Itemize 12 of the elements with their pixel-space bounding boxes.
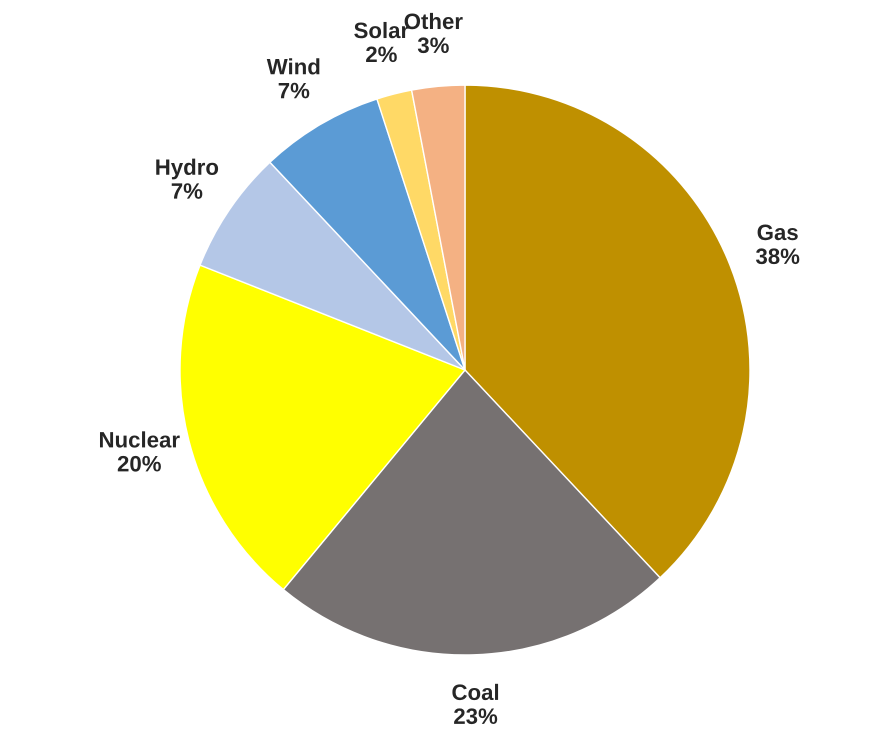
data-label: 20% [118,456,161,472]
slice-label: Coal [452,684,498,700]
slice-label: Wind [266,58,320,75]
data-label: 2% [366,46,397,62]
data-label: 7% [172,183,202,199]
data-label: 7% [278,82,310,98]
data-label: 38% [756,248,800,264]
data-label: 3% [418,37,449,54]
data-label: 23% [454,708,498,724]
slice-label: Nuclear [100,431,180,448]
slice-label: Hydro [156,158,218,180]
slice-label: Gas [758,224,798,240]
